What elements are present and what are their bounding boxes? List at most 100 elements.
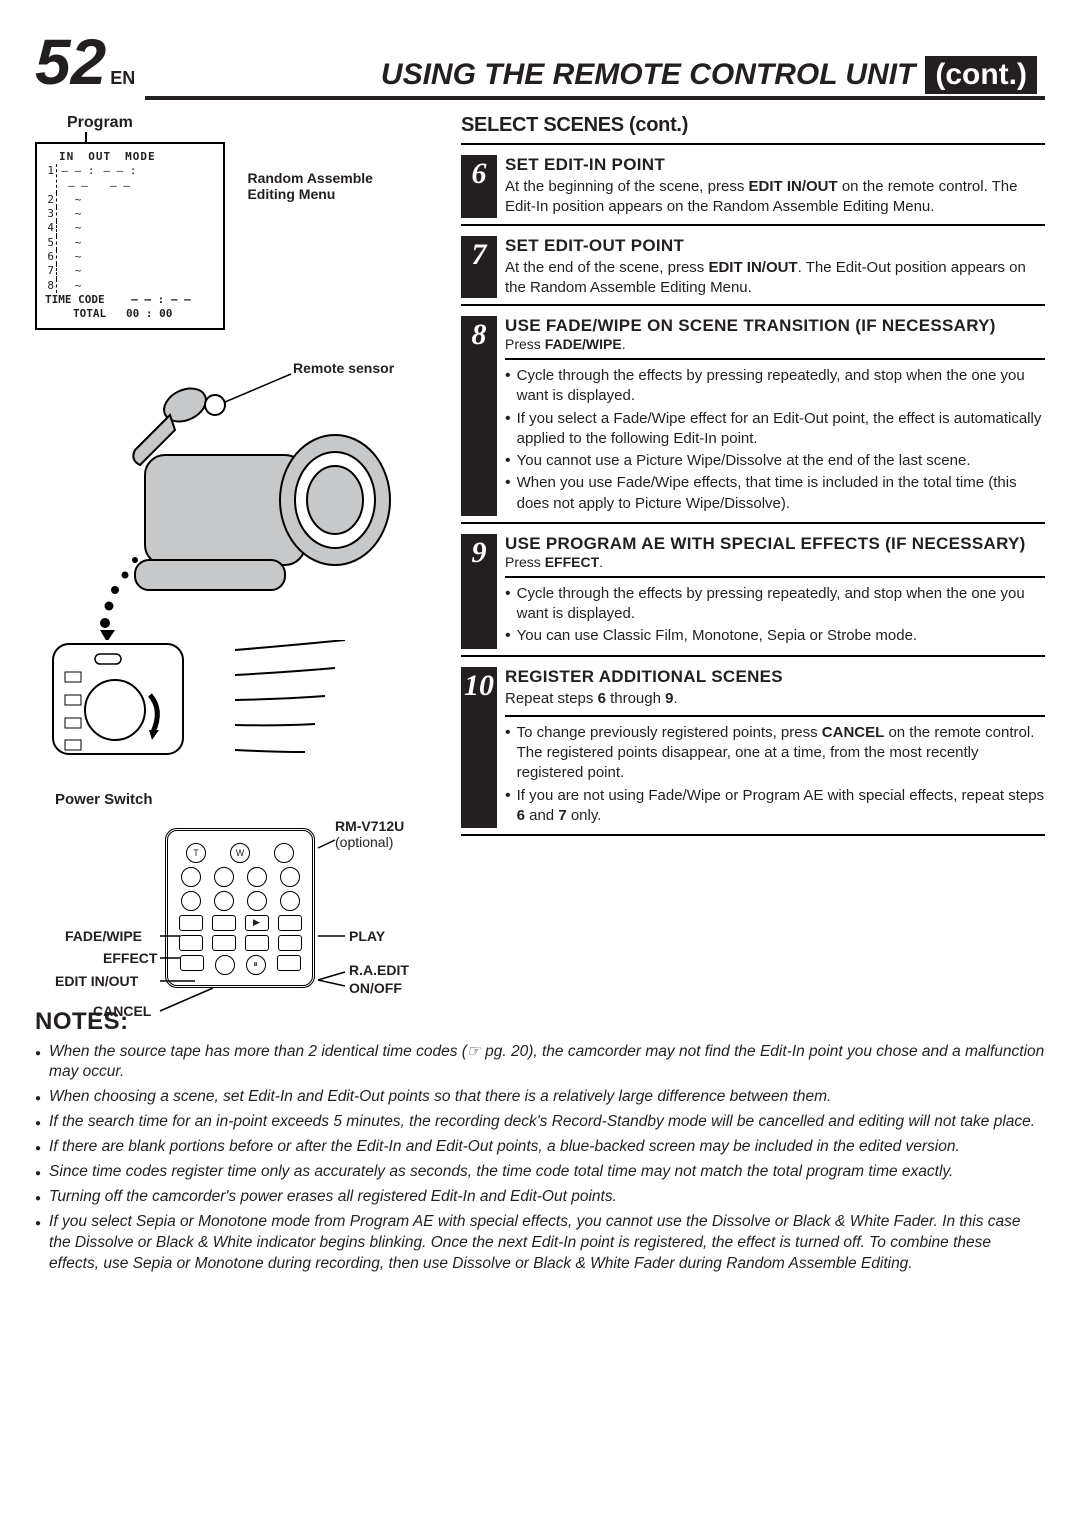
step-heading: USE FADE/WIPE ON SCENE TRANSITION (IF NE… xyxy=(505,316,1045,336)
note-item: Since time codes register time only as a… xyxy=(35,1162,1045,1183)
bullet-item: Cycle through the effects by pressing re… xyxy=(505,366,1045,407)
row-tilde: ~ xyxy=(57,207,99,221)
lang-tag: EN xyxy=(110,68,135,89)
row-num: 6 xyxy=(45,250,57,264)
page-header: 52 EN USING THE REMOTE CONTROL UNIT (con… xyxy=(35,30,1045,100)
notes-title: NOTES: xyxy=(35,1008,1045,1036)
step-7: 7SET EDIT-OUT POINTAt the end of the sce… xyxy=(461,236,1045,299)
step-heading: SET EDIT-OUT POINT xyxy=(505,236,1045,256)
step-bullets: Cycle through the effects by pressing re… xyxy=(505,366,1045,514)
bullet-item: If you select a Fade/Wipe effect for an … xyxy=(505,409,1045,450)
row1-out: – – : – – xyxy=(99,164,141,193)
row1-in: – – : – – xyxy=(57,164,99,193)
program-tick xyxy=(85,132,87,142)
total-val: 00 : 00 xyxy=(126,307,172,320)
step-text: At the beginning of the scene, press EDI… xyxy=(505,177,1045,218)
remote-btn xyxy=(179,935,203,951)
row-num: 5 xyxy=(45,236,57,250)
remote-btn xyxy=(278,915,302,931)
step-number: 6 xyxy=(461,155,497,218)
row-tilde: ~ xyxy=(57,236,99,250)
remote-btn xyxy=(214,891,234,911)
callout-edit-in-out: EDIT IN/OUT xyxy=(55,973,138,989)
row-num: 7 xyxy=(45,264,57,278)
row-num: 4 xyxy=(45,221,57,235)
step-text: Repeat steps 6 through 9. xyxy=(505,689,1045,709)
callout-cancel: CANCEL xyxy=(93,1003,151,1019)
step-8: 8 USE FADE/WIPE ON SCENE TRANSITION (IF N… xyxy=(461,316,1045,516)
note-item: When the source tape has more than 2 ide… xyxy=(35,1042,1045,1084)
step-heading: SET EDIT-IN POINT xyxy=(505,155,1045,175)
remote-btn xyxy=(247,867,267,887)
callout-on-off: ON/OFF xyxy=(349,980,402,996)
btn-w: W xyxy=(230,843,250,863)
hdr-in: IN xyxy=(59,150,74,164)
select-scenes-title: SELECT SCENES (cont.) xyxy=(461,114,1045,137)
bullet-item: If you are not using Fade/Wipe or Progra… xyxy=(505,786,1045,827)
remote-btn xyxy=(247,891,267,911)
row-num: 8 xyxy=(45,279,57,293)
rae-caption: Random Assemble Editing Menu xyxy=(247,170,387,202)
remote-btn xyxy=(214,867,234,887)
step-number: 10 xyxy=(461,667,497,829)
remote-btn xyxy=(280,867,300,887)
bullet-item: Cycle through the effects by pressing re… xyxy=(505,584,1045,625)
step-heading: USE PROGRAM AE WITH SPECIAL EFFECTS (IF … xyxy=(505,534,1045,554)
right-column: SELECT SCENES (cont.) 6 SET EDIT-IN POINT… xyxy=(461,114,1045,988)
remote-btn xyxy=(280,891,300,911)
step-subhead: Press EFFECT. xyxy=(505,554,1045,570)
step-10: 10 REGISTER ADDITIONAL SCENESRepeat steps… xyxy=(461,667,1045,829)
step-bullets: Cycle through the effects by pressing re… xyxy=(505,584,1045,647)
remote-btn xyxy=(181,867,201,887)
step-number: 9 xyxy=(461,534,497,649)
btn-t: T xyxy=(186,843,206,863)
timecode-label: TIME CODE xyxy=(45,293,105,306)
step-subhead: Press FADE/WIPE. xyxy=(505,336,1045,352)
remote-btn xyxy=(278,935,302,951)
callout-ra-edit: R.A.EDIT xyxy=(349,962,409,978)
step-heading: REGISTER ADDITIONAL SCENES xyxy=(505,667,1045,687)
title-bar: USING THE REMOTE CONTROL UNIT (cont.) xyxy=(145,54,1045,100)
page-number: 52 xyxy=(35,30,106,94)
note-item: If there are blank portions before or af… xyxy=(35,1137,1045,1158)
row-tilde: ~ xyxy=(57,279,99,293)
remote-diagram: RM-V712U (optional) TW ▶ ⏸ xyxy=(35,828,439,988)
power-switch-label: Power Switch xyxy=(55,791,439,808)
row-num: 1 xyxy=(45,164,57,193)
remote-btn xyxy=(245,935,269,951)
row-tilde: ~ xyxy=(57,250,99,264)
step-text: At the end of the scene, press EDIT IN/O… xyxy=(505,258,1045,299)
bullet-item: You cannot use a Picture Wipe/Dissolve a… xyxy=(505,451,1045,471)
note-item: If you select Sepia or Monotone mode fro… xyxy=(35,1212,1045,1275)
program-box: IN OUT MODE 1 – – : – – – – : – – 2~ 3~ … xyxy=(35,142,225,330)
note-item: If the search time for an in-point excee… xyxy=(35,1112,1045,1133)
program-label: Program xyxy=(67,114,439,132)
remote-btn: ▶ xyxy=(245,915,269,931)
remote-btn xyxy=(277,955,301,971)
remote-btn xyxy=(212,915,236,931)
total-label: TOTAL xyxy=(73,307,106,320)
notes-list: When the source tape has more than 2 ide… xyxy=(35,1042,1045,1275)
hdr-out: OUT xyxy=(88,150,111,164)
row-tilde: ~ xyxy=(57,193,99,207)
remote-btn xyxy=(179,915,203,931)
remote-btn xyxy=(212,935,236,951)
row-tilde: ~ xyxy=(57,221,99,235)
row-num: 2 xyxy=(45,193,57,207)
step-9: 9 USE PROGRAM AE WITH SPECIAL EFFECTS (IF… xyxy=(461,534,1045,649)
step-bullets: To change previously registered points, … xyxy=(505,723,1045,826)
title-main: USING THE REMOTE CONTROL UNIT xyxy=(381,58,915,92)
step-number: 8 xyxy=(461,316,497,516)
power-switch-illustration xyxy=(35,640,439,780)
remote-model-label: RM-V712U (optional) xyxy=(335,818,404,850)
hdr-mode: MODE xyxy=(125,150,156,164)
row-tilde: ~ xyxy=(57,264,99,278)
remote-btn xyxy=(274,843,294,863)
remote-btn xyxy=(181,891,201,911)
callout-play: PLAY xyxy=(349,928,385,944)
remote-btn xyxy=(215,955,235,975)
note-item: Turning off the camcorder's power erases… xyxy=(35,1187,1045,1208)
callout-effect: EFFECT xyxy=(103,950,157,966)
timecode-val: – – : – – xyxy=(131,293,191,306)
remote-sensor-label: Remote sensor xyxy=(293,360,394,376)
